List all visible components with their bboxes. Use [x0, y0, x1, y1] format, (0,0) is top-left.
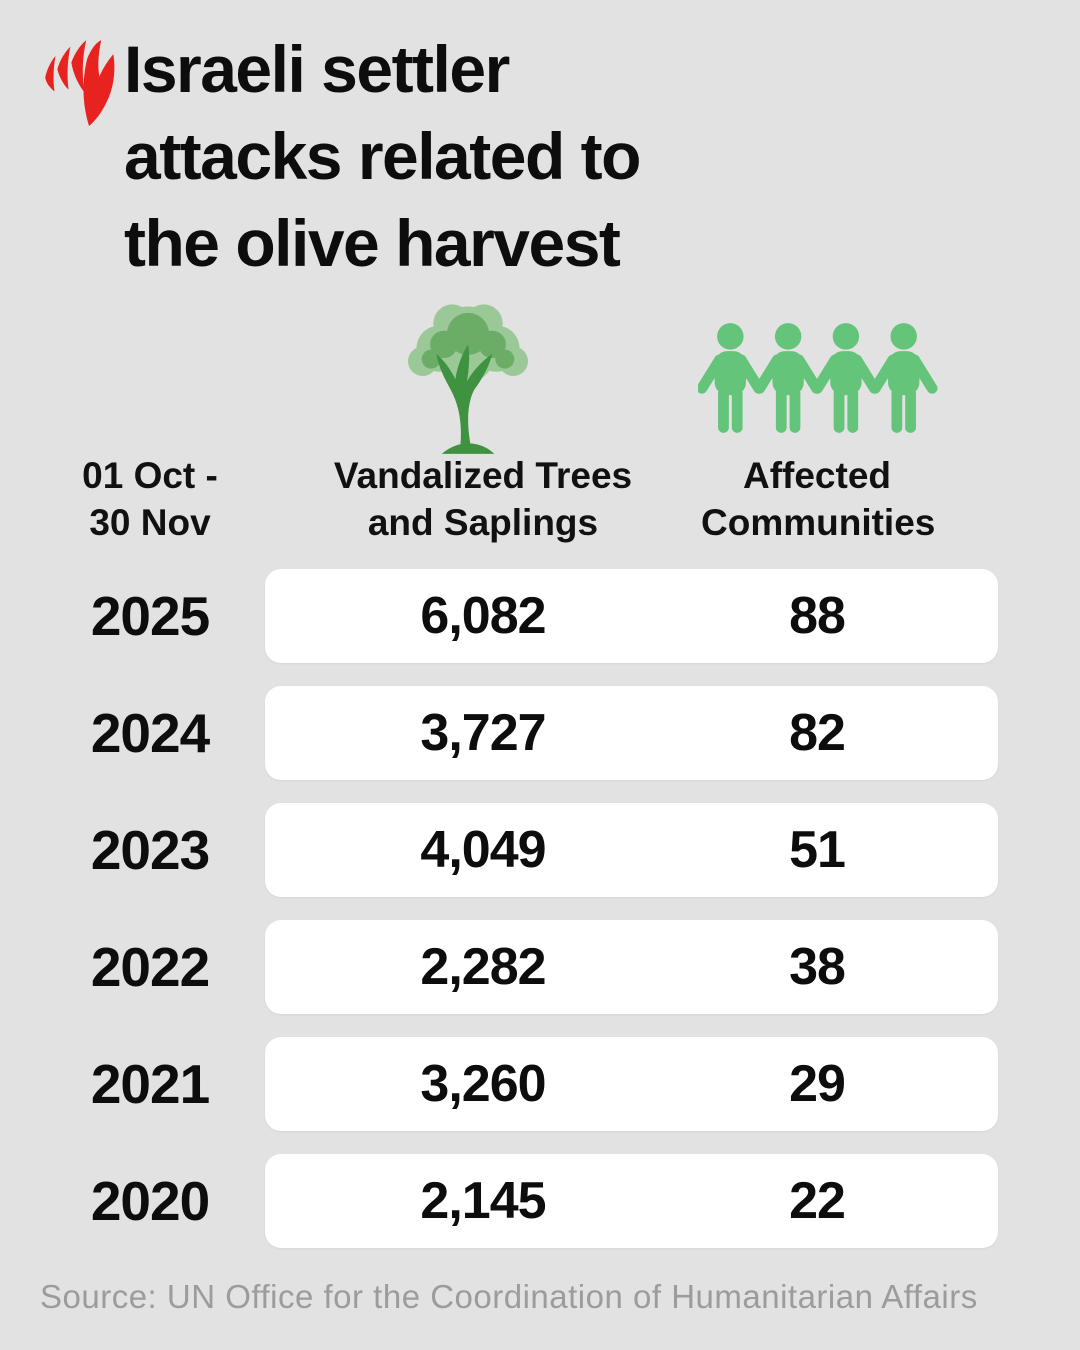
year-label: 2020	[90, 1170, 210, 1232]
year-label: 2021	[90, 1053, 210, 1115]
row-card: 2,145 22	[265, 1154, 998, 1248]
column-header-period: 01 Oct - 30 Nov	[60, 452, 240, 546]
year-label: 2025	[90, 585, 210, 647]
year-label: 2023	[90, 819, 210, 881]
title-line-1: Israeli settler	[124, 32, 510, 106]
communities-value: 82	[789, 704, 846, 762]
communities-value: 29	[789, 1055, 846, 1113]
title-line-2: attacks related to	[124, 119, 641, 193]
communities-value: 88	[789, 587, 846, 645]
communities-value: 38	[789, 938, 846, 996]
row-card: 6,082 88	[265, 569, 998, 663]
trees-value: 4,049	[420, 821, 546, 879]
communities-value: 51	[789, 821, 846, 879]
source-attribution: Source: UN Office for the Coordination o…	[40, 1278, 978, 1315]
trees-label-line-1: Vandalized Trees	[333, 455, 633, 496]
trees-value: 3,727	[420, 704, 546, 762]
sbs-logo	[45, 40, 115, 127]
year-label: 2024	[90, 702, 210, 764]
people-holding-hands-icon	[698, 323, 938, 433]
table-row-2022: 2022 2,282 38	[60, 920, 998, 1014]
row-card: 3,727 82	[265, 686, 998, 780]
trees-value: 2,145	[420, 1172, 546, 1230]
title-line-3: the olive harvest	[124, 206, 621, 280]
column-headers: 01 Oct - 30 Nov Vandalized Trees and Sap…	[60, 452, 998, 546]
communities-value: 22	[789, 1172, 846, 1230]
table-row-2020: 2020 2,145 22	[60, 1154, 998, 1248]
table-row-2024: 2024 3,727 82	[60, 686, 998, 780]
table-row-2021: 2021 3,260 29	[60, 1037, 998, 1131]
trees-value: 3,260	[420, 1055, 546, 1113]
communities-label-line-2: Communities	[701, 502, 936, 543]
period-line-1: 01 Oct -	[82, 455, 218, 496]
row-card: 3,260 29	[265, 1037, 998, 1131]
column-header-trees: Vandalized Trees and Saplings	[265, 452, 701, 546]
period-line-2: 30 Nov	[89, 502, 211, 543]
row-card: 2,282 38	[265, 920, 998, 1014]
row-card: 4,049 51	[265, 803, 998, 897]
communities-label-line-1: Affected	[742, 455, 892, 496]
trees-label-line-2: and Saplings	[367, 502, 599, 543]
trees-value: 6,082	[420, 587, 546, 645]
trees-value: 2,282	[420, 938, 546, 996]
year-label: 2022	[90, 936, 210, 998]
table-row-2023: 2023 4,049 51	[60, 803, 998, 897]
page-title: Israeli settler attacks related to the o…	[124, 26, 984, 287]
table-row-2025: 2025 6,082 88	[60, 569, 998, 663]
olive-tree-icon	[408, 304, 528, 454]
column-header-communities: Affected Communities	[701, 452, 936, 546]
